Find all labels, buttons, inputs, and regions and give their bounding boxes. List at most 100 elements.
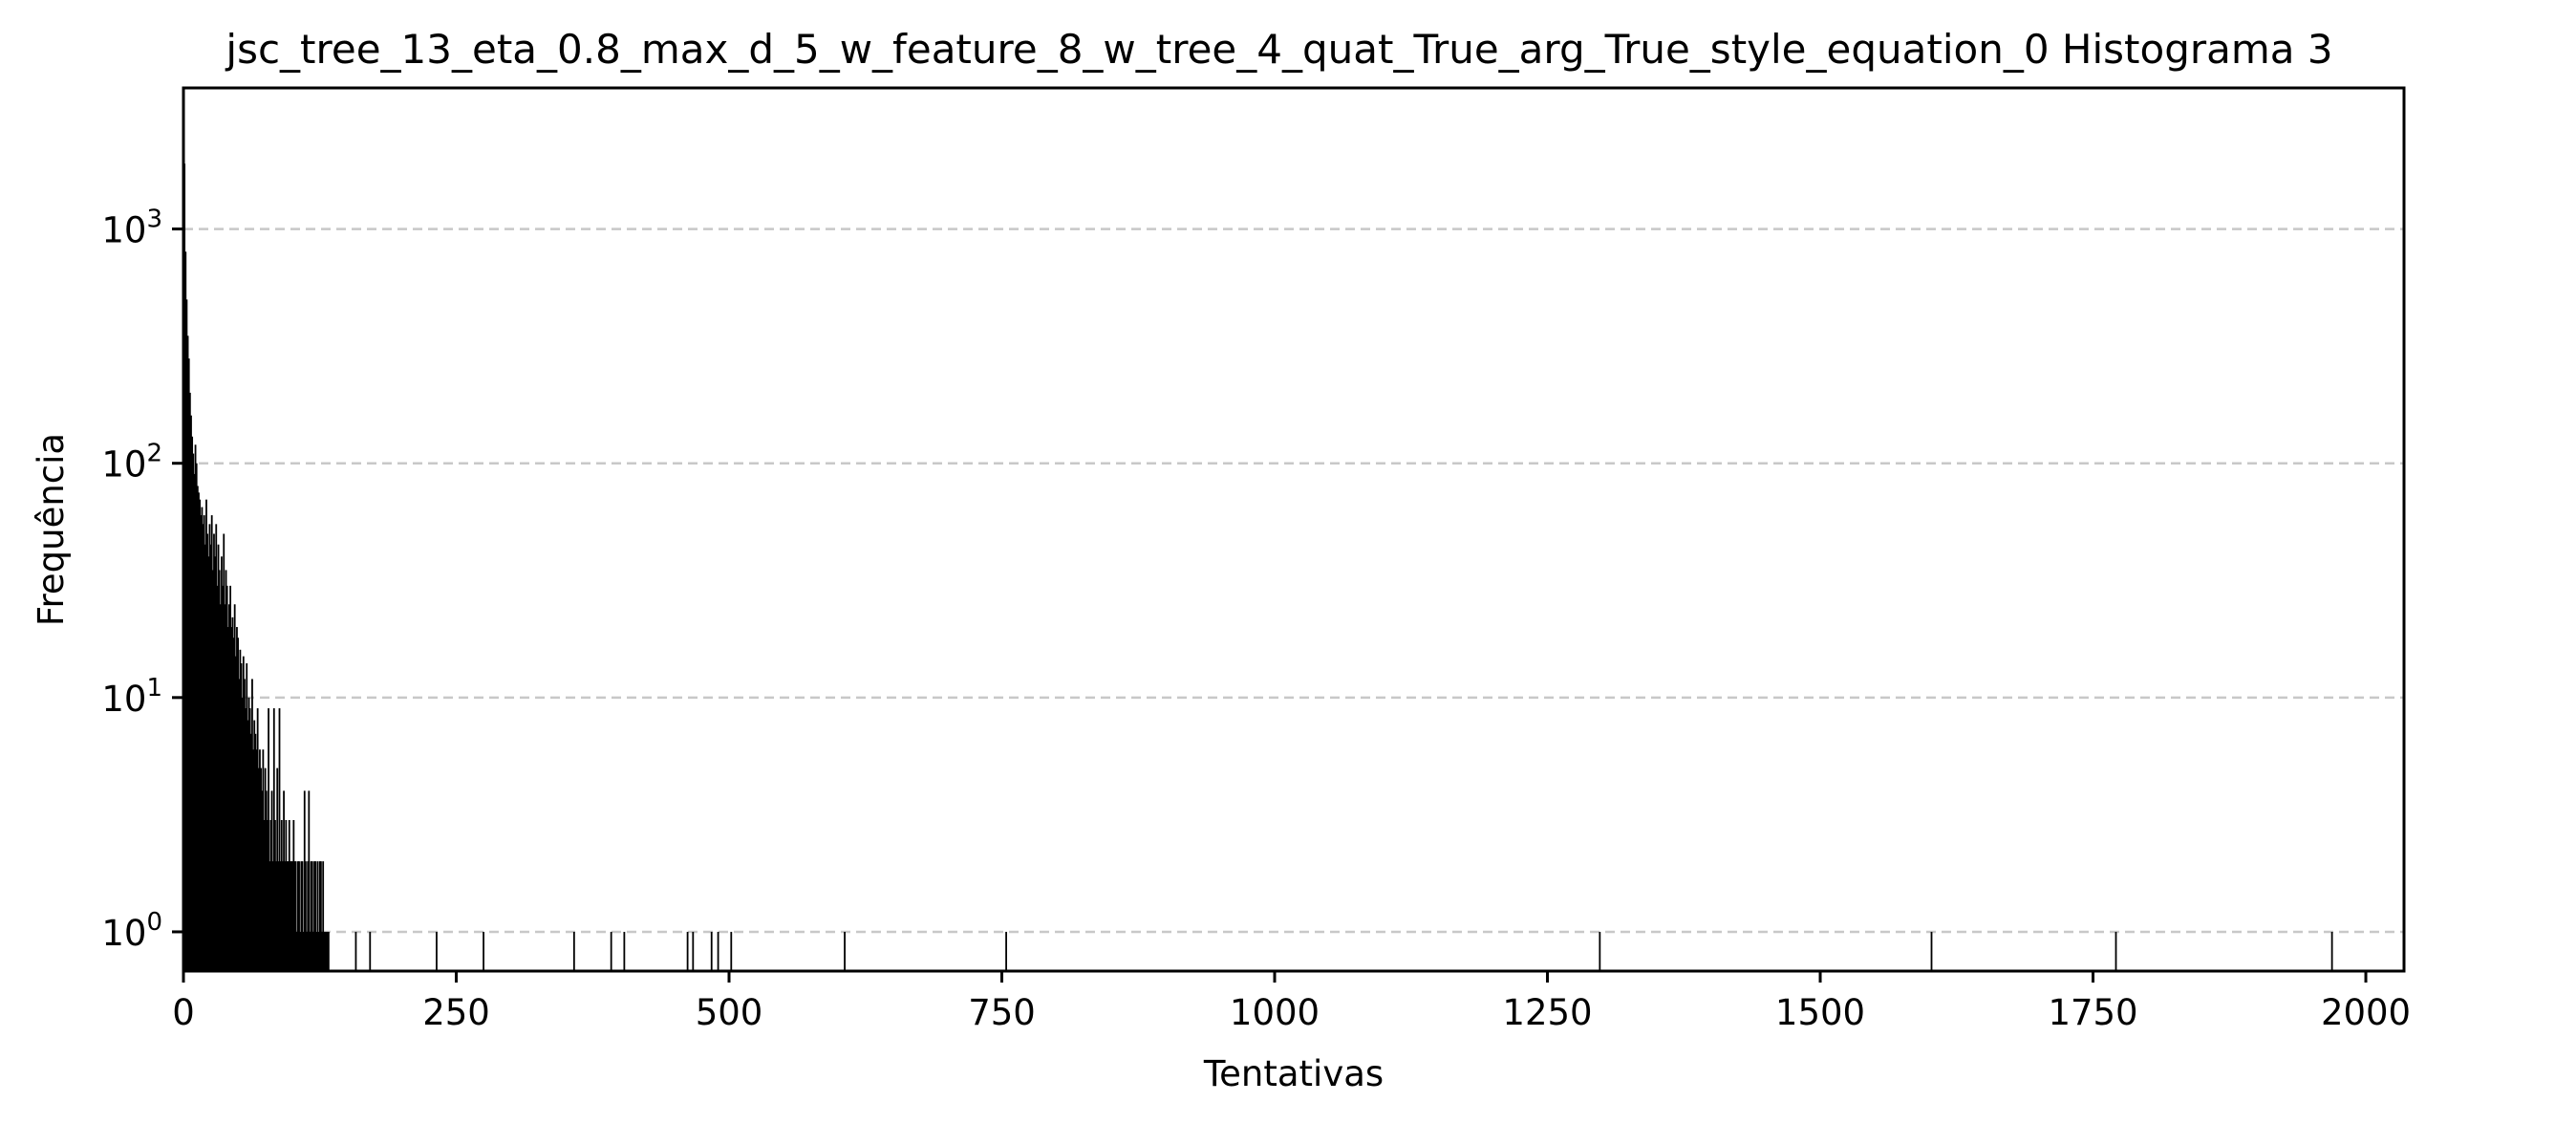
histogram-bar — [302, 931, 305, 971]
histogram-bar — [190, 415, 192, 971]
histogram-bar — [717, 931, 719, 971]
histogram-bar — [247, 697, 250, 971]
histogram-bars — [183, 163, 2333, 972]
histogram-bar — [686, 931, 689, 971]
histogram-bar — [844, 931, 846, 971]
histogram-bar — [311, 861, 313, 971]
histogram-bar — [286, 861, 289, 971]
y-axis-label: Frequência — [31, 433, 72, 626]
histogram-bar — [307, 861, 310, 971]
histogram-bar — [225, 570, 227, 971]
histogram-bar — [267, 819, 268, 971]
y-axis-ticks: 100 101 102 103 — [101, 205, 183, 954]
histogram-bar — [610, 931, 612, 971]
histogram-bar — [319, 861, 322, 971]
histogram-bar — [572, 931, 575, 971]
histogram-bar — [295, 931, 298, 971]
histogram-bar — [275, 861, 277, 971]
histogram-bar — [221, 556, 223, 971]
histogram-bar — [226, 627, 229, 971]
histogram-bar — [327, 931, 330, 971]
y-tick-label: 101 — [101, 674, 162, 720]
histogram-bar — [1005, 931, 1007, 971]
histogram-bar — [241, 697, 244, 971]
histogram-bar — [271, 861, 274, 971]
histogram-bar — [269, 819, 272, 971]
histogram-bar — [324, 931, 327, 971]
histogram-bar — [201, 507, 204, 971]
x-tick-label: 250 — [422, 992, 490, 1033]
x-axis-ticks: 0 250 500 750 1000 1250 1500 1750 2000 — [172, 971, 2411, 1033]
histogram-bar — [1599, 931, 1601, 971]
histogram-bar — [186, 335, 189, 971]
histogram-bar — [284, 861, 287, 971]
histogram-bar — [300, 861, 303, 971]
histogram-bar — [310, 861, 312, 971]
histogram-bar — [204, 544, 206, 971]
histogram-bar — [191, 436, 194, 972]
histogram-bar — [317, 931, 320, 971]
histogram-bar — [219, 604, 222, 971]
x-tick-label: 0 — [172, 992, 195, 1033]
histogram-bar — [294, 861, 297, 971]
histogram-bar — [223, 533, 225, 971]
histogram-bar — [279, 861, 282, 971]
histogram-bar — [202, 524, 204, 971]
histogram-bar — [236, 627, 238, 971]
histogram-bar — [264, 767, 267, 971]
histogram-bar — [278, 708, 281, 971]
histogram-bar — [321, 931, 323, 971]
histogram-bar — [245, 708, 247, 971]
histogram-bar — [268, 708, 269, 971]
histogram-bar — [272, 708, 275, 971]
histogram-bar — [326, 931, 329, 971]
histogram-bar — [206, 533, 209, 971]
histogram-bar — [215, 524, 218, 971]
histogram-bar — [309, 931, 311, 971]
histogram-bar — [268, 861, 271, 971]
histogram-bar — [229, 585, 232, 971]
histogram-bar — [305, 861, 307, 971]
histogram-bar — [213, 533, 215, 971]
y-tick-label: 102 — [101, 440, 162, 486]
histogram-bar — [242, 656, 245, 971]
histogram-bar — [232, 638, 235, 971]
histogram-bar — [199, 499, 202, 971]
histogram-bar — [263, 819, 266, 971]
histogram-bar — [187, 358, 190, 971]
x-tick-label: 1500 — [1775, 992, 1865, 1033]
histogram-bar — [283, 790, 285, 971]
histogram-bar — [248, 708, 251, 971]
histogram-bar — [224, 604, 226, 971]
histogram-bar — [322, 861, 325, 971]
histogram-bar — [292, 819, 295, 971]
histogram-bar — [205, 499, 207, 971]
histogram-bar — [483, 931, 484, 971]
histogram-bar — [291, 861, 294, 971]
histogram-bar — [218, 570, 221, 971]
histogram-bar — [260, 767, 262, 971]
x-tick-label: 2000 — [2321, 992, 2411, 1033]
histogram-bar — [237, 638, 240, 971]
histogram-bar — [255, 749, 258, 971]
histogram-bar — [276, 767, 279, 971]
histogram-bar — [297, 861, 299, 971]
histogram-bar — [314, 861, 317, 971]
histogram-bar — [196, 486, 199, 971]
histogram-bar — [325, 931, 328, 971]
histogram-bar — [298, 861, 300, 971]
histogram-bar — [318, 861, 321, 971]
histogram-bar — [623, 931, 626, 971]
histogram-bar — [259, 749, 261, 971]
x-tick-label: 500 — [696, 992, 763, 1033]
histogram-bar — [209, 544, 212, 971]
histogram-bar — [198, 492, 200, 971]
histogram-bar — [254, 733, 257, 971]
histogram-bar — [303, 790, 306, 971]
histogram-bar — [316, 861, 319, 971]
histogram-bar — [277, 861, 280, 971]
histogram-bar — [710, 931, 713, 971]
histogram-bar — [214, 556, 217, 971]
histogram-bar — [730, 931, 733, 971]
histogram-bar — [323, 931, 326, 971]
